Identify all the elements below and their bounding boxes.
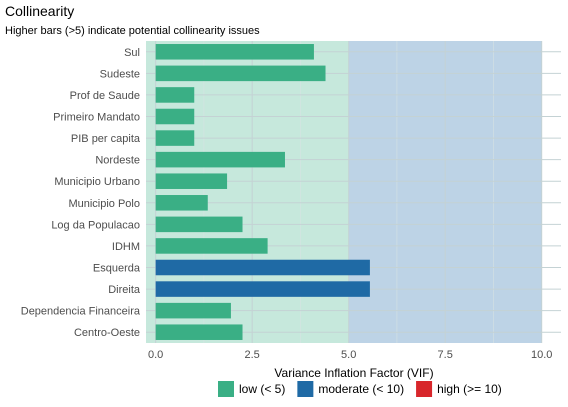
y-tick-label: IDHM bbox=[112, 241, 140, 253]
bar-direita bbox=[155, 281, 370, 297]
bar-centro-oeste bbox=[155, 324, 243, 340]
x-tick-label: 2.5 bbox=[245, 349, 260, 361]
legend-item-moderate: moderate (< 10) bbox=[297, 381, 404, 397]
bar-pib-per-capita bbox=[155, 130, 195, 146]
bar-nordeste bbox=[155, 151, 285, 168]
bar-prof-de-saude bbox=[155, 87, 195, 103]
y-tick-label: Direita bbox=[108, 284, 141, 296]
x-tick-label: 10.0 bbox=[531, 349, 552, 361]
bar-primeiro-mandato bbox=[155, 108, 195, 125]
y-tick-label: Municipio Urbano bbox=[54, 176, 140, 188]
chart-title: Collinearity bbox=[5, 3, 74, 19]
y-tick-label: Log da Populacao bbox=[51, 219, 140, 231]
bar-sul bbox=[155, 44, 314, 60]
legend-swatch-moderate bbox=[297, 381, 314, 397]
x-tick-label: 0.0 bbox=[148, 349, 163, 361]
y-tick-label: Primeiro Mandato bbox=[53, 112, 140, 124]
legend-swatch-high bbox=[416, 381, 433, 397]
legend-label-high: high (>= 10) bbox=[437, 382, 502, 396]
bar-sudeste bbox=[155, 65, 326, 82]
background-band-0 bbox=[146, 41, 349, 343]
legend: low (< 5) moderate (< 10) high (>= 10) bbox=[218, 381, 502, 397]
x-tick-label: 7.5 bbox=[438, 349, 453, 361]
bar-log-da-populacao bbox=[155, 216, 243, 233]
chart-subtitle: Higher bars (>5) indicate potential coll… bbox=[5, 25, 260, 37]
legend-label-moderate: moderate (< 10) bbox=[318, 382, 404, 396]
legend-label-low: low (< 5) bbox=[239, 382, 285, 396]
bar-municipio-polo bbox=[155, 195, 208, 211]
legend-item-low: low (< 5) bbox=[218, 381, 285, 397]
y-tick-label: Centro-Oeste bbox=[74, 327, 140, 339]
x-axis-label: Variance Inflation Factor (VIF) bbox=[274, 366, 433, 380]
bar-municipio-urbano bbox=[155, 173, 228, 189]
x-axis: 0.0 2.5 5.0 7.5 10.0 bbox=[148, 349, 552, 361]
y-tick-label: Esquerda bbox=[93, 263, 141, 275]
bar-esquerda bbox=[155, 259, 370, 276]
y-tick-label: Sul bbox=[124, 47, 140, 59]
plot-area bbox=[146, 41, 561, 343]
y-tick-label: Sudeste bbox=[100, 68, 140, 80]
legend-item-high: high (>= 10) bbox=[416, 381, 502, 397]
x-tick-label: 5.0 bbox=[341, 349, 356, 361]
y-axis: Sul Sudeste Prof de Saude Primeiro Mandato P… bbox=[21, 47, 141, 339]
y-tick-label: PIB per capita bbox=[71, 133, 141, 145]
y-tick-label: Municipio Polo bbox=[68, 198, 140, 210]
bar-idhm bbox=[155, 238, 268, 254]
bar-dependencia-financeira bbox=[155, 302, 231, 319]
y-tick-label: Nordeste bbox=[95, 155, 140, 167]
y-tick-label: Prof de Saude bbox=[70, 90, 140, 102]
legend-swatch-low bbox=[218, 381, 234, 397]
y-tick-label: Dependencia Financeira bbox=[21, 306, 141, 318]
